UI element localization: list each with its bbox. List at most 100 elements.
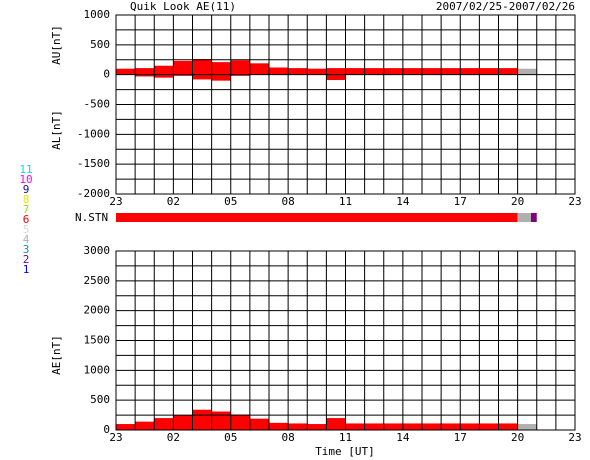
legend-entry: 1: [23, 263, 30, 276]
y-axis-label: AE[nT]: [50, 335, 63, 375]
band-bar: [154, 65, 174, 78]
bar: [307, 424, 327, 430]
bar: [116, 424, 136, 430]
bar: [154, 418, 174, 430]
band-bar: [230, 60, 250, 76]
bar: [517, 424, 537, 430]
x-tick-label: 20: [511, 431, 524, 444]
band-bar: [422, 68, 442, 75]
bar: [173, 415, 193, 430]
band-bar: [441, 68, 461, 75]
band-bar: [307, 68, 327, 75]
x-tick-label: 08: [282, 195, 295, 208]
y-tick-label: 0: [103, 423, 110, 436]
y-tick-label: 1000: [84, 363, 111, 376]
bar: [269, 422, 289, 430]
band-bar: [192, 59, 212, 80]
bar: [441, 423, 461, 430]
y-axis-label: AU[nT]: [50, 25, 63, 65]
y-tick-label: 1000: [84, 8, 111, 21]
bar: [249, 418, 269, 430]
band-bar: [460, 68, 480, 75]
x-axis-label: Time [UT]: [315, 445, 375, 458]
x-tick-label: 14: [396, 431, 410, 444]
y-tick-label: 2500: [84, 274, 111, 287]
y-axis-label: AL[nT]: [50, 110, 63, 150]
band-bar: [173, 60, 193, 76]
x-tick-label: 11: [339, 195, 352, 208]
x-tick-label: 17: [454, 431, 467, 444]
band-bar: [517, 68, 537, 75]
y-tick-label: -500: [84, 98, 111, 111]
bar: [364, 423, 384, 430]
bar: [383, 423, 403, 430]
y-tick-label: 1500: [84, 334, 111, 347]
y-tick-label: 3000: [84, 244, 111, 257]
nstn-label: N.STN: [75, 211, 108, 224]
x-tick-label: 08: [282, 431, 295, 444]
bar: [402, 423, 422, 430]
band-bar: [498, 68, 518, 75]
plot-border: [115, 14, 576, 195]
x-tick-label: 20: [511, 195, 524, 208]
y-tick-label: 500: [90, 393, 110, 406]
y-tick-label: -2000: [77, 187, 110, 200]
legend-entry: 11: [19, 163, 32, 176]
legend-entry: 2: [23, 253, 30, 266]
x-tick-label: 23: [568, 195, 581, 208]
band-bar: [402, 68, 422, 75]
y-tick-label: 2000: [84, 304, 111, 317]
x-tick-label: 05: [224, 431, 237, 444]
band-bar: [269, 67, 289, 75]
legend-entry: 4: [23, 233, 30, 246]
nstn-segment: [116, 213, 518, 222]
legend-entry: 8: [23, 193, 30, 206]
bar: [498, 423, 518, 430]
bar: [288, 423, 308, 430]
legend-entry: 6: [23, 213, 30, 226]
band-bar: [211, 62, 231, 81]
legend-entry: 7: [23, 203, 30, 216]
band-bar: [383, 68, 403, 75]
nstn-segment: [517, 213, 532, 222]
band-bar: [326, 68, 346, 81]
legend-entry: 9: [23, 183, 30, 196]
x-tick-label: 02: [167, 431, 180, 444]
bar: [211, 411, 231, 430]
nstn-segment: [531, 213, 537, 222]
bar: [422, 423, 442, 430]
x-tick-label: 23: [568, 431, 581, 444]
band-bar: [249, 63, 269, 75]
x-tick-label: 23: [109, 431, 122, 444]
x-tick-label: 17: [454, 195, 467, 208]
legend-entry: 10: [19, 173, 32, 186]
bar: [460, 423, 480, 430]
bar: [345, 423, 365, 430]
band-bar: [288, 68, 308, 75]
x-tick-label: 11: [339, 431, 352, 444]
bar: [326, 418, 346, 430]
x-tick-label: 14: [396, 195, 410, 208]
bar: [479, 423, 499, 430]
bar: [230, 414, 250, 430]
x-tick-label: 23: [109, 195, 122, 208]
y-tick-label: 0: [103, 68, 110, 81]
y-tick-label: 500: [90, 38, 110, 51]
y-tick-label: -1000: [77, 127, 110, 140]
band-bar: [479, 68, 499, 75]
band-bar: [135, 68, 155, 77]
x-tick-label: 05: [224, 195, 237, 208]
chart-title: Quik Look AE(11): [130, 0, 236, 13]
x-tick-label: 02: [167, 195, 180, 208]
bar: [135, 421, 155, 430]
band-bar: [116, 68, 136, 75]
band-bar: [345, 68, 365, 75]
band-bar: [364, 68, 384, 75]
plot-border: [115, 250, 576, 431]
legend-entry: 5: [23, 223, 30, 236]
date-range: 2007/02/25-2007/02/26: [436, 0, 575, 13]
legend-entry: 3: [23, 243, 30, 256]
y-tick-label: -1500: [77, 157, 110, 170]
